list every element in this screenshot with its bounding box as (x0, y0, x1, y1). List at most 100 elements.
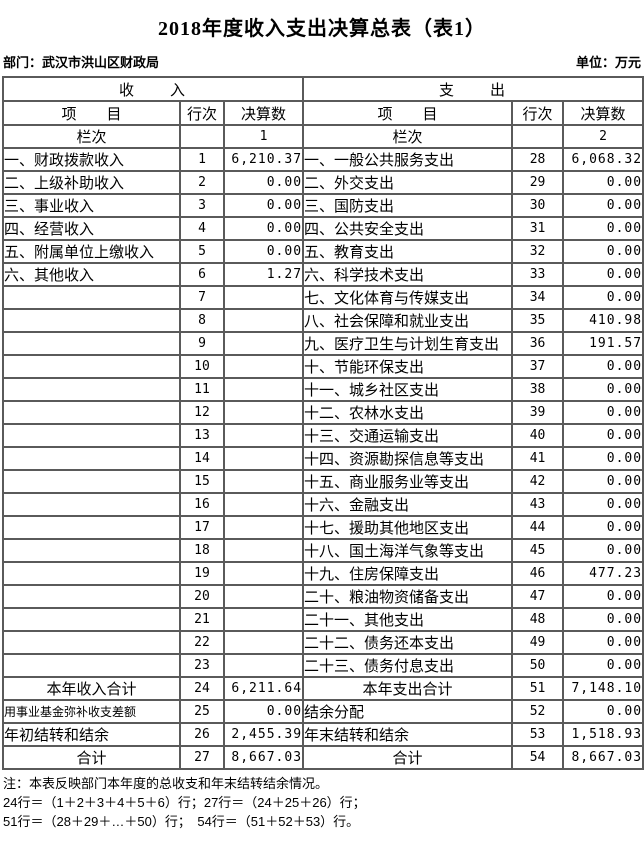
table-row: 8 八、社会保障和就业支出 35 410.98 (2, 308, 644, 333)
income-rowno-cell: 27 (179, 745, 225, 770)
income-item-cell (2, 584, 181, 609)
table-row: 12 十二、农林水支出 39 0.00 (2, 400, 644, 425)
income-item-cell (2, 446, 181, 471)
expense-rowno-cell: 45 (511, 538, 565, 563)
income-rowno-cell: 1 (179, 147, 225, 172)
income-amount-cell: 0.00 (222, 239, 305, 264)
income-amount-cell (222, 423, 305, 448)
expense-item-cell: 二十一、其他支出 (302, 607, 514, 632)
expense-rowno-cell: 37 (511, 354, 565, 379)
income-amount-cell: 0.00 (222, 170, 305, 195)
expense-amount-cell: 0.00 (562, 492, 644, 517)
expense-item-cell: 二十、粮油物资储备支出 (302, 584, 514, 609)
income-rowno-cell: 26 (179, 722, 225, 747)
expense-item-cell: 九、医疗卫生与计划生育支出 (302, 331, 514, 356)
table-row: 五、附属单位上缴收入 5 0.00 五、教育支出 32 0.00 (2, 239, 644, 264)
expense-amount-cell: 410.98 (562, 308, 644, 333)
income-amount-cell (222, 607, 305, 632)
expense-item-cell: 十七、援助其他地区支出 (302, 515, 514, 540)
column-number-row: 栏次 1 栏次 2 (2, 124, 644, 149)
column-header-row: 项 目 行次 决算数 项 目 行次 决算数 (2, 100, 644, 126)
expense-item-header: 项 目 (302, 100, 514, 126)
income-amount-cell (222, 377, 305, 402)
income-amount-cell (222, 584, 305, 609)
income-item-cell: 五、附属单位上缴收入 (2, 239, 181, 264)
income-item-cell (2, 308, 181, 333)
income-rowno-cell: 24 (179, 676, 225, 701)
income-rowno-cell: 5 (179, 239, 225, 264)
expense-amount-cell: 0.00 (562, 699, 644, 724)
expense-item-cell: 十六、金融支出 (302, 492, 514, 517)
expense-item-cell: 四、公共安全支出 (302, 216, 514, 241)
income-lanci-label: 栏次 (2, 124, 181, 149)
income-rowno-cell: 14 (179, 446, 225, 471)
expense-item-cell: 六、科学技术支出 (302, 262, 514, 287)
income-rowno-cell: 12 (179, 400, 225, 425)
income-rowno-cell: 18 (179, 538, 225, 563)
expense-rowno-cell: 34 (511, 285, 565, 310)
expense-amount-cell: 191.57 (562, 331, 644, 356)
expense-rowno-cell: 29 (511, 170, 565, 195)
income-rowno-cell: 25 (179, 699, 225, 724)
expense-rowno-cell: 54 (511, 745, 565, 770)
expense-rowno-cell: 31 (511, 216, 565, 241)
income-amount-cell (222, 561, 305, 586)
expense-item-cell: 二十二、债务还本支出 (302, 630, 514, 655)
income-item-cell: 六、其他收入 (2, 262, 181, 287)
income-item-cell (2, 630, 181, 655)
income-column-number: 1 (222, 124, 305, 149)
table-row: 本年收入合计 24 6,211.64 本年支出合计 51 7,148.10 (2, 676, 644, 701)
income-amount-cell (222, 469, 305, 494)
expense-rowno-cell: 44 (511, 515, 565, 540)
table-row: 16 十六、金融支出 43 0.00 (2, 492, 644, 517)
expense-section-header: 支 出 (302, 76, 644, 102)
expense-rowno-cell: 46 (511, 561, 565, 586)
expense-amount-cell: 7,148.10 (562, 676, 644, 701)
income-rowno-cell: 2 (179, 170, 225, 195)
note-line-1: 注：本表反映部门本年度的总收支和年末结转结余情况。 (3, 776, 329, 791)
income-item-cell (2, 561, 181, 586)
income-item-cell (2, 538, 181, 563)
income-item-cell: 二、上级补助收入 (2, 170, 181, 195)
expense-amount-cell: 0.00 (562, 285, 644, 310)
expense-item-cell: 七、文化体育与传媒支出 (302, 285, 514, 310)
expense-amount-cell: 1,518.93 (562, 722, 644, 747)
income-item-cell (2, 377, 181, 402)
table-row: 23 二十三、债务付息支出 50 0.00 (2, 653, 644, 678)
expense-amount-cell: 0.00 (562, 469, 644, 494)
table-row: 14 十四、资源勘探信息等支出 41 0.00 (2, 446, 644, 471)
income-rowno-header: 行次 (179, 100, 225, 126)
income-item-cell: 年初结转和结余 (2, 722, 181, 747)
income-item-cell (2, 285, 181, 310)
expense-rowno-cell: 52 (511, 699, 565, 724)
income-item-cell (2, 515, 181, 540)
expense-lanci-empty (511, 124, 565, 149)
income-item-cell (2, 423, 181, 448)
income-item-cell (2, 653, 181, 678)
income-rowno-cell: 21 (179, 607, 225, 632)
income-item-cell: 四、经营收入 (2, 216, 181, 241)
income-rowno-cell: 16 (179, 492, 225, 517)
income-rowno-cell: 3 (179, 193, 225, 218)
expense-rowno-cell: 48 (511, 607, 565, 632)
unit-label: 单位：万元 (575, 55, 641, 70)
income-rowno-cell: 23 (179, 653, 225, 678)
income-item-cell: 用事业基金弥补收支差额 (2, 699, 181, 724)
income-amount-cell (222, 308, 305, 333)
table-row: 13 十三、交通运输支出 40 0.00 (2, 423, 644, 448)
notes-block: 注：本表反映部门本年度的总收支和年末结转结余情况。 24行＝（1＋2＋3＋4＋5… (0, 770, 644, 832)
expense-rowno-cell: 43 (511, 492, 565, 517)
income-amount-cell (222, 400, 305, 425)
income-rowno-cell: 8 (179, 308, 225, 333)
expense-amount-cell: 0.00 (562, 630, 644, 655)
income-item-cell (2, 354, 181, 379)
expense-rowno-cell: 32 (511, 239, 565, 264)
income-amount-cell: 1.27 (222, 262, 305, 287)
expense-amount-cell: 0.00 (562, 446, 644, 471)
income-rowno-cell: 15 (179, 469, 225, 494)
table-row: 15 十五、商业服务业等支出 42 0.00 (2, 469, 644, 494)
income-amount-cell (222, 538, 305, 563)
expense-rowno-cell: 51 (511, 676, 565, 701)
income-item-header: 项 目 (2, 100, 181, 126)
income-amount-cell: 0.00 (222, 216, 305, 241)
